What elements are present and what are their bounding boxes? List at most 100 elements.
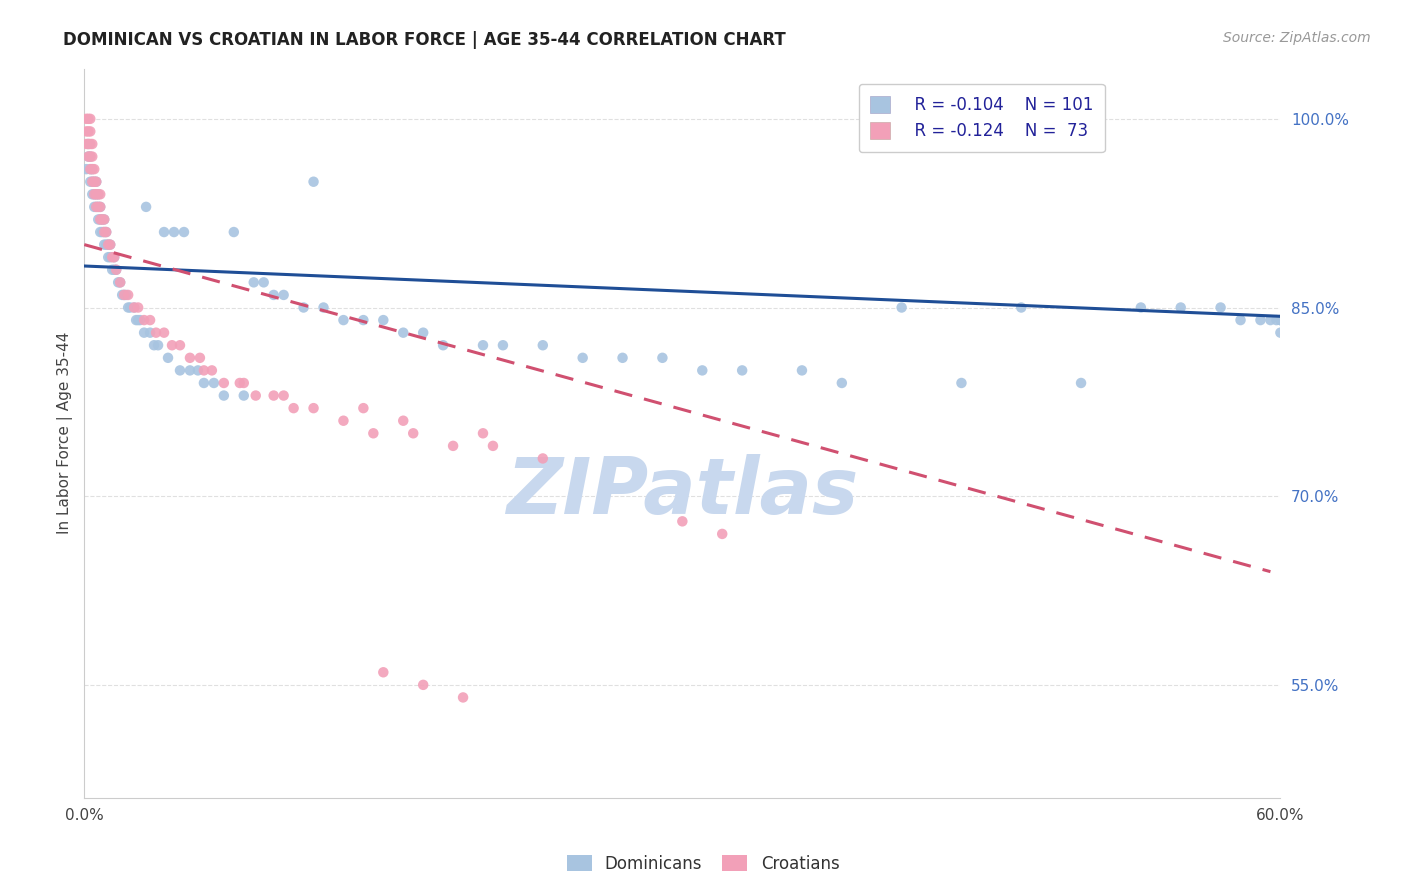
Point: [89, 225, 111, 239]
Point: [108, 276, 131, 290]
Point: [77, 150, 100, 164]
Point: [472, 338, 495, 352]
Point: [79, 175, 101, 189]
Point: [93, 237, 115, 252]
Point: [122, 301, 145, 315]
Point: [82, 162, 104, 177]
Point: [84, 200, 107, 214]
Point: [87, 187, 110, 202]
Point: [392, 414, 415, 428]
Point: [117, 301, 139, 315]
Point: [412, 678, 434, 692]
Point: [77, 150, 100, 164]
Point: [93, 225, 115, 239]
Point: [352, 401, 374, 416]
Point: [312, 301, 335, 315]
Point: [1270, 313, 1292, 327]
Point: [441, 439, 464, 453]
Point: [96, 225, 118, 239]
Point: [111, 288, 134, 302]
Point: [84, 175, 107, 189]
Point: [89, 212, 111, 227]
Point: [77, 112, 100, 126]
Point: [302, 175, 325, 189]
Point: [84, 187, 107, 202]
Point: [1209, 301, 1232, 315]
Point: [89, 212, 111, 227]
Point: [91, 225, 114, 239]
Point: [163, 225, 186, 239]
Point: [75, 124, 97, 138]
Point: [84, 187, 107, 202]
Point: [105, 262, 128, 277]
Point: [169, 338, 191, 352]
Point: [79, 124, 101, 138]
Point: [492, 338, 515, 352]
Point: [222, 225, 245, 239]
Point: [292, 301, 315, 315]
Text: Source: ZipAtlas.com: Source: ZipAtlas.com: [1223, 31, 1371, 45]
Point: [143, 338, 166, 352]
Point: [1229, 313, 1251, 327]
Point: [79, 136, 101, 151]
Point: [98, 250, 121, 264]
Point: [157, 351, 180, 365]
Point: [1265, 313, 1288, 327]
Point: [412, 326, 434, 340]
Point: [89, 200, 111, 214]
Point: [1170, 301, 1192, 315]
Point: [402, 426, 425, 441]
Point: [87, 212, 110, 227]
Point: [93, 212, 115, 227]
Legend:   R = -0.104    N = 101,   R = -0.124    N =  73: R = -0.104 N = 101, R = -0.124 N = 73: [859, 84, 1105, 153]
Point: [82, 162, 104, 177]
Point: [105, 262, 128, 277]
Point: [103, 250, 125, 264]
Point: [83, 187, 105, 202]
Point: [77, 136, 100, 151]
Point: [432, 338, 454, 352]
Point: [332, 313, 354, 327]
Point: [1270, 313, 1292, 327]
Point: [84, 175, 107, 189]
Point: [690, 363, 713, 377]
Point: [82, 150, 104, 164]
Point: [392, 326, 415, 340]
Point: [232, 376, 254, 390]
Point: [950, 376, 973, 390]
Point: [212, 388, 235, 402]
Point: [117, 288, 139, 302]
Y-axis label: In Labor Force | Age 35-44: In Labor Force | Age 35-44: [58, 332, 73, 534]
Point: [83, 162, 105, 177]
Point: [135, 200, 157, 214]
Point: [82, 187, 104, 202]
Point: [98, 237, 121, 252]
Point: [89, 200, 111, 214]
Point: [108, 276, 131, 290]
Point: [193, 363, 215, 377]
Point: [103, 262, 125, 277]
Point: [1270, 326, 1292, 340]
Point: [263, 288, 285, 302]
Point: [202, 376, 225, 390]
Point: [671, 514, 693, 528]
Point: [531, 338, 554, 352]
Point: [146, 338, 169, 352]
Point: [125, 313, 148, 327]
Point: [97, 250, 120, 264]
Point: [273, 288, 295, 302]
Point: [75, 162, 97, 177]
Point: [127, 313, 149, 327]
Point: [253, 276, 276, 290]
Point: [179, 363, 201, 377]
Point: [96, 237, 118, 252]
Point: [75, 112, 97, 126]
Point: [711, 527, 734, 541]
Point: [127, 301, 149, 315]
Point: [153, 326, 176, 340]
Point: [153, 225, 176, 239]
Point: [352, 313, 374, 327]
Point: [612, 351, 634, 365]
Point: [242, 276, 264, 290]
Point: [731, 363, 754, 377]
